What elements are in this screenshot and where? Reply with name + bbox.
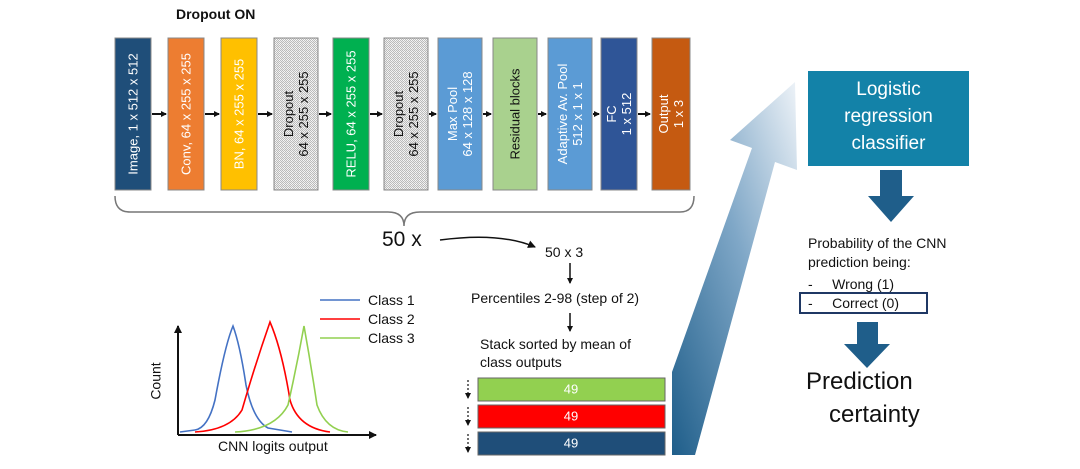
flow-step2: Percentiles 2-98 (step of 2) <box>471 290 640 306</box>
stack-bar-navy-label: 49 <box>563 435 579 451</box>
output-block-label: Output 1 x 3 <box>656 94 686 133</box>
fc-block-label: FC 1 x 512 <box>604 93 634 136</box>
classifier-line3: classifier <box>851 133 926 154</box>
repeat-brace <box>114 195 695 227</box>
fc-block-line2: 1 x 512 <box>619 92 634 136</box>
image-block <box>114 37 152 191</box>
diagram-title: Dropout ON <box>176 6 256 22</box>
stack-bar-green <box>477 377 666 402</box>
probability-line2: prediction being: <box>808 254 911 270</box>
repeat-label: 50 x <box>382 228 422 251</box>
flow-step3-line2: class outputs <box>480 354 562 370</box>
stack-bar-green-label: 49 <box>563 381 579 397</box>
stack-bar-navy <box>477 431 666 456</box>
class3-curve <box>234 325 349 433</box>
conv-block-line1: Conv, 64 x 255 x 255 <box>178 53 194 175</box>
probability-line1: Probability of the CNN <box>808 235 947 251</box>
chart-ylabel: Count <box>147 362 164 400</box>
class1-curve <box>179 323 293 433</box>
conv-block-label: Conv, 64 x 255 x 255 <box>179 53 194 175</box>
output-block <box>651 37 691 191</box>
flow-step1: 50 x 3 <box>545 244 584 260</box>
adaptive-block-line1: Adaptive Av. Pool <box>555 63 570 165</box>
class2-curve <box>194 319 331 433</box>
dropout1-block-line2: 64 x 255 x 255 <box>296 71 311 157</box>
adaptive-block-label: Adaptive Av. Pool 512 x 1 x 1 <box>555 64 585 165</box>
chart-xlabel: CNN logits output <box>218 438 328 454</box>
relu-block <box>332 37 370 191</box>
dropout2-block-line1: Dropout <box>391 90 406 138</box>
stack-bar-red <box>477 404 666 429</box>
legend-class3: Class 3 <box>368 330 415 346</box>
dropout2-block-line2: 64 x 255 x 255 <box>406 71 421 157</box>
stack-bar-red-label: 49 <box>563 408 579 424</box>
relu-block-label: RELU, 64 x 255 x 255 <box>344 50 359 177</box>
dropout1-block <box>273 37 319 191</box>
maxpool-block-line2: 64 x 128 x 128 <box>460 71 475 157</box>
adaptive-block <box>547 37 593 191</box>
classifier-line1: Logistic <box>856 79 921 100</box>
classifier-line2: regression <box>844 106 933 127</box>
image-block-label: Image, 1 x 512 x 512 <box>126 53 141 174</box>
down-arrow-1 <box>868 170 914 222</box>
big-gradient-arrow <box>672 82 797 455</box>
flow-step3-line1: Stack sorted by mean of <box>480 336 631 352</box>
bn-block-line1: BN, 64 x 255 x 255 <box>231 58 247 170</box>
logistic-classifier-block <box>808 71 969 166</box>
residual-block <box>492 37 538 191</box>
output-block-line1: Output <box>656 94 671 134</box>
legend-class2: Class 2 <box>368 311 415 327</box>
maxpool-block-line1: Max Pool <box>445 86 460 142</box>
down-arrow-2 <box>844 322 890 368</box>
dropout2-block-label: Dropout 64 x 255 x 255 <box>391 71 421 156</box>
probability-wrong: - Wrong (1) <box>808 276 895 292</box>
dropout1-block-line1: Dropout <box>281 90 296 138</box>
result-line2: certainty <box>829 401 920 428</box>
repeat-curve-arrow <box>439 236 536 248</box>
residual-block-line1: Residual blocks <box>507 68 523 160</box>
residual-block-label: Residual blocks <box>508 68 523 159</box>
correct-highlight-box <box>799 292 928 314</box>
fc-block <box>600 37 638 191</box>
output-block-line2: 1 x 3 <box>671 99 686 129</box>
image-block-line1: Image, 1 x 512 x 512 <box>125 53 141 175</box>
maxpool-block <box>437 37 483 191</box>
relu-block-line1: RELU, 64 x 255 x 255 <box>343 50 359 178</box>
legend-class1: Class 1 <box>368 292 415 308</box>
conv-block <box>167 37 205 191</box>
bn-block <box>220 37 258 191</box>
maxpool-block-label: Max Pool 64 x 128 x 128 <box>445 71 475 156</box>
probability-correct: - Correct (0) <box>808 295 900 311</box>
result-line1: Prediction <box>806 368 913 395</box>
fc-block-line1: FC <box>604 105 619 123</box>
classifier-label: Logistic regression classifier <box>808 76 969 157</box>
adaptive-block-line2: 512 x 1 x 1 <box>570 82 585 146</box>
bn-block-label: BN, 64 x 255 x 255 <box>232 59 247 170</box>
dropout2-block <box>383 37 429 191</box>
dropout1-block-label: Dropout 64 x 255 x 255 <box>281 71 311 156</box>
